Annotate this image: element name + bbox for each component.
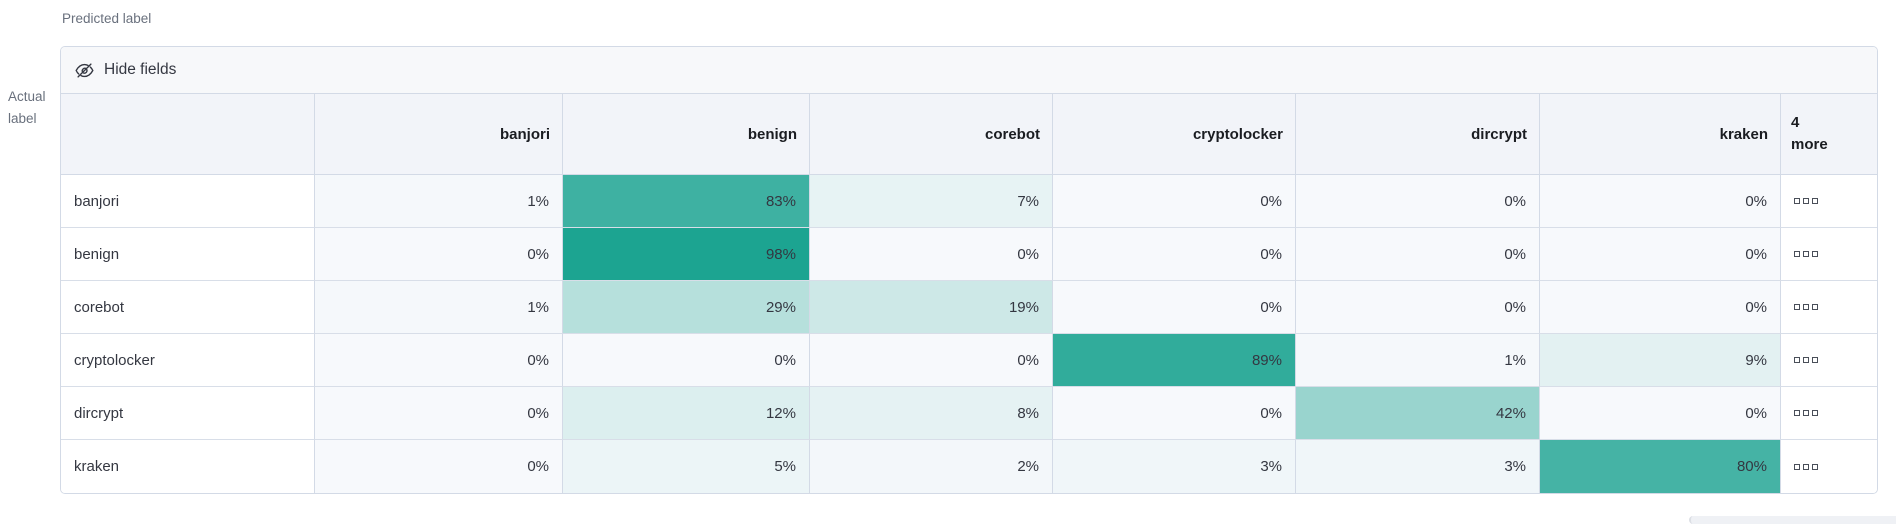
matrix-cell-corebot-banjori[interactable]: 1% [315, 281, 563, 334]
matrix-cell-benign-cryptolocker[interactable]: 0% [1053, 228, 1296, 281]
matrix-cell-corebot-benign[interactable]: 29% [563, 281, 810, 334]
more-actions-kraken[interactable] [1781, 440, 1877, 493]
more-actions-banjori[interactable] [1781, 175, 1877, 228]
row-label-cryptolocker[interactable]: cryptolocker [61, 334, 315, 387]
confusion-matrix-grid: banjori benign corebot cryptolocker dircrypt… [61, 94, 1877, 493]
more-actions-benign[interactable] [1781, 228, 1877, 281]
horizontal-scrollbar[interactable] [1689, 516, 1896, 524]
matrix-cell-banjori-kraken[interactable]: 0% [1540, 175, 1781, 228]
matrix-cell-cryptolocker-banjori[interactable]: 0% [315, 334, 563, 387]
column-header-banjori[interactable]: banjori [315, 94, 563, 175]
matrix-cell-banjori-dircrypt[interactable]: 0% [1296, 175, 1540, 228]
boxes-horizontal-icon [1812, 463, 1818, 470]
matrix-cell-cryptolocker-cryptolocker[interactable]: 89% [1053, 334, 1296, 387]
column-header-corebot[interactable]: corebot [810, 94, 1053, 175]
column-header-kraken[interactable]: kraken [1540, 94, 1781, 175]
column-header-benign[interactable]: benign [563, 94, 810, 175]
matrix-cell-banjori-corebot[interactable]: 7% [810, 175, 1053, 228]
more-columns-label: 4 [1791, 113, 1800, 131]
boxes-horizontal-icon [1803, 304, 1809, 310]
matrix-corner-cell [61, 94, 315, 175]
matrix-cell-dircrypt-dircrypt[interactable]: 42% [1296, 387, 1540, 440]
matrix-cell-dircrypt-benign[interactable]: 12% [563, 387, 810, 440]
more-actions-dircrypt[interactable] [1781, 387, 1877, 440]
matrix-cell-kraken-corebot[interactable]: 2% [810, 440, 1053, 493]
boxes-horizontal-icon [1812, 304, 1818, 310]
matrix-cell-kraken-kraken[interactable]: 80% [1540, 440, 1781, 493]
matrix-cell-kraken-banjori[interactable]: 0% [315, 440, 563, 493]
matrix-cell-banjori-banjori[interactable]: 1% [315, 175, 563, 228]
matrix-cell-cryptolocker-kraken[interactable]: 9% [1540, 334, 1781, 387]
matrix-cell-kraken-dircrypt[interactable]: 3% [1296, 440, 1540, 493]
boxes-horizontal-icon [1812, 357, 1818, 363]
predicted-label-axis-title: Predicted label [62, 11, 152, 26]
hide-fields-label: Hide fields [104, 61, 177, 78]
matrix-cell-corebot-cryptolocker[interactable]: 0% [1053, 281, 1296, 334]
boxes-horizontal-icon [1803, 410, 1809, 416]
row-label-corebot[interactable]: corebot [61, 281, 315, 334]
matrix-cell-benign-benign[interactable]: 98% [563, 228, 810, 281]
row-label-banjori[interactable]: banjori [61, 175, 315, 228]
row-label-benign[interactable]: benign [61, 228, 315, 281]
boxes-horizontal-icon [1794, 410, 1800, 416]
more-columns-label: more [1791, 136, 1828, 153]
boxes-horizontal-icon [1803, 463, 1809, 470]
matrix-cell-benign-dircrypt[interactable]: 0% [1296, 228, 1540, 281]
matrix-cell-cryptolocker-dircrypt[interactable]: 1% [1296, 334, 1540, 387]
matrix-cell-corebot-corebot[interactable]: 19% [810, 281, 1053, 334]
grid-toolbar: Hide fields [61, 47, 1877, 94]
boxes-horizontal-icon [1812, 198, 1818, 204]
matrix-cell-corebot-dircrypt[interactable]: 0% [1296, 281, 1540, 334]
matrix-cell-dircrypt-cryptolocker[interactable]: 0% [1053, 387, 1296, 440]
boxes-horizontal-icon [1812, 410, 1818, 416]
matrix-cell-kraken-cryptolocker[interactable]: 3% [1053, 440, 1296, 493]
matrix-cell-dircrypt-corebot[interactable]: 8% [810, 387, 1053, 440]
boxes-horizontal-icon [1803, 198, 1809, 204]
matrix-cell-cryptolocker-benign[interactable]: 0% [563, 334, 810, 387]
matrix-cell-benign-banjori[interactable]: 0% [315, 228, 563, 281]
boxes-horizontal-icon [1803, 251, 1809, 257]
boxes-horizontal-icon [1794, 304, 1800, 310]
column-header-more[interactable]: 4 more [1781, 94, 1877, 175]
matrix-cell-corebot-kraken[interactable]: 0% [1540, 281, 1781, 334]
matrix-cell-dircrypt-kraken[interactable]: 0% [1540, 387, 1781, 440]
matrix-cell-benign-kraken[interactable]: 0% [1540, 228, 1781, 281]
matrix-cell-banjori-cryptolocker[interactable]: 0% [1053, 175, 1296, 228]
boxes-horizontal-icon [1794, 198, 1800, 204]
matrix-cell-benign-corebot[interactable]: 0% [810, 228, 1053, 281]
row-label-kraken[interactable]: kraken [61, 440, 315, 493]
row-label-dircrypt[interactable]: dircrypt [61, 387, 315, 440]
more-actions-corebot[interactable] [1781, 281, 1877, 334]
matrix-cell-banjori-benign[interactable]: 83% [563, 175, 810, 228]
matrix-cell-dircrypt-banjori[interactable]: 0% [315, 387, 563, 440]
hide-fields-button[interactable]: Hide fields [75, 61, 176, 80]
boxes-horizontal-icon [1794, 357, 1800, 363]
matrix-cell-cryptolocker-corebot[interactable]: 0% [810, 334, 1053, 387]
column-header-dircrypt[interactable]: dircrypt [1296, 94, 1540, 175]
eye-closed-icon [75, 61, 94, 80]
more-actions-cryptolocker[interactable] [1781, 334, 1877, 387]
boxes-horizontal-icon [1812, 251, 1818, 257]
boxes-horizontal-icon [1803, 357, 1809, 363]
column-header-cryptolocker[interactable]: cryptolocker [1053, 94, 1296, 175]
confusion-matrix-panel: Hide fields banjori benign corebot cryptolo… [60, 46, 1878, 494]
matrix-cell-kraken-benign[interactable]: 5% [563, 440, 810, 493]
actual-label-axis-title: Actual label [8, 89, 46, 127]
boxes-horizontal-icon [1794, 251, 1800, 257]
boxes-horizontal-icon [1794, 463, 1800, 470]
